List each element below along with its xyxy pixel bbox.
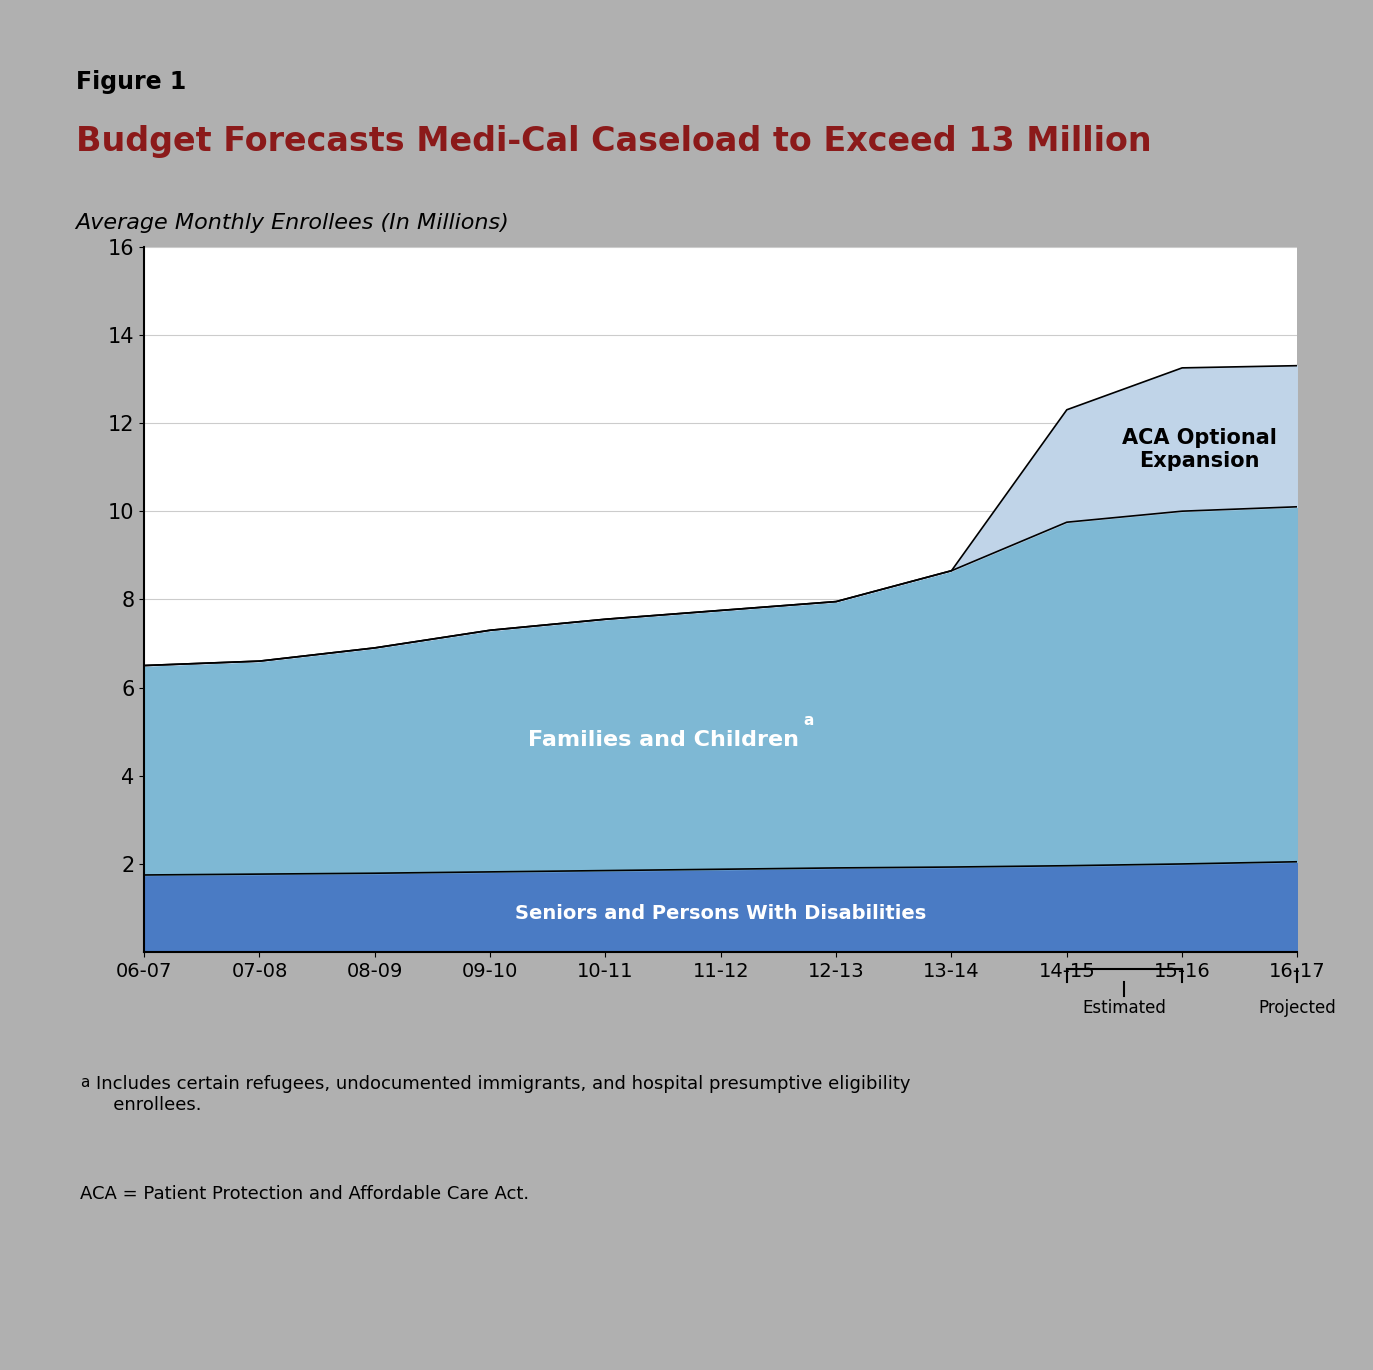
- Text: Average Monthly Enrollees (In Millions): Average Monthly Enrollees (In Millions): [76, 212, 509, 233]
- Text: Budget Forecasts Medi-Cal Caseload to Exceed 13 Million: Budget Forecasts Medi-Cal Caseload to Ex…: [76, 125, 1151, 158]
- Text: ACA Optional
Expansion: ACA Optional Expansion: [1122, 427, 1277, 471]
- Text: Projected: Projected: [1259, 999, 1336, 1017]
- Text: a: a: [80, 1075, 89, 1091]
- Text: a: a: [803, 714, 814, 727]
- Text: Includes certain refugees, undocumented immigrants, and hospital presumptive eli: Includes certain refugees, undocumented …: [96, 1075, 910, 1114]
- Text: ACA = Patient Protection and Affordable Care Act.: ACA = Patient Protection and Affordable …: [80, 1185, 529, 1203]
- Text: Families and Children: Families and Children: [527, 730, 799, 751]
- Text: Seniors and Persons With Disabilities: Seniors and Persons With Disabilities: [515, 904, 927, 923]
- Text: Figure 1: Figure 1: [76, 70, 185, 95]
- Text: Estimated: Estimated: [1082, 999, 1167, 1017]
